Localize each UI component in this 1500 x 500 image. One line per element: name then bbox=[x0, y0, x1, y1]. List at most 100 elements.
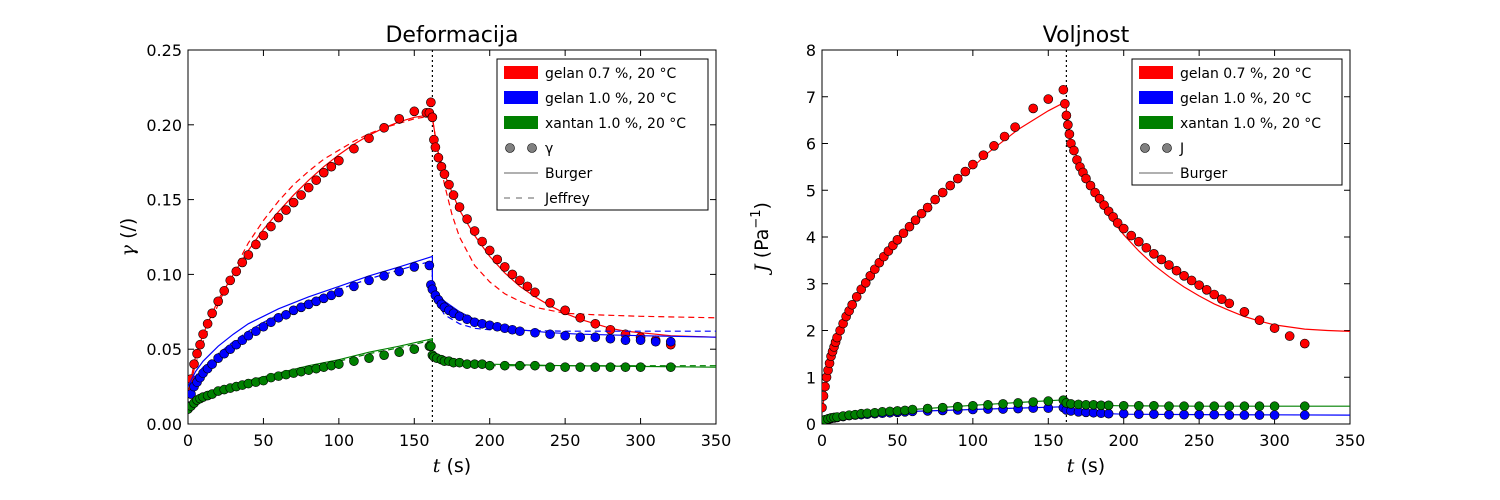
series-0-point bbox=[1149, 249, 1159, 259]
series-0-point bbox=[1224, 298, 1235, 309]
y-tick-label: 0.05 bbox=[146, 340, 182, 359]
series-0-point bbox=[952, 173, 963, 184]
series-1-point bbox=[1164, 409, 1174, 420]
y-axis-unit-exponent: −1 bbox=[749, 209, 764, 228]
series-0-point bbox=[439, 169, 450, 179]
series-0-point bbox=[1201, 285, 1212, 295]
series-0-point bbox=[219, 286, 230, 296]
legend-color-swatch bbox=[504, 91, 538, 104]
series-0-point bbox=[1094, 193, 1105, 204]
series-1-point bbox=[635, 335, 646, 346]
series-0-point bbox=[492, 254, 503, 265]
series-0-point bbox=[1284, 331, 1295, 341]
legend-label: gelan 0.7 %, 20 °C bbox=[545, 66, 676, 82]
series-2-point bbox=[635, 362, 646, 372]
series-1-point bbox=[530, 327, 540, 338]
series-0-point bbox=[916, 208, 927, 219]
legend-marker bbox=[505, 143, 515, 153]
x-axis-unit: (s) bbox=[440, 455, 471, 477]
x-axis-symbol: t bbox=[433, 455, 441, 477]
series-0-point bbox=[1043, 94, 1054, 104]
legend-color-swatch bbox=[1139, 91, 1173, 104]
series-0-point bbox=[1194, 280, 1204, 290]
series-0-jeffrey-fit bbox=[188, 115, 716, 395]
series-2-point bbox=[1149, 400, 1159, 411]
y-axis-symbol: γ bbox=[117, 244, 139, 256]
legend-marker bbox=[527, 143, 537, 153]
deformation-chart: Deformacija 0 50 100 150 200 250 300 350 0.00 0.05… bbox=[117, 23, 731, 477]
series-0-point bbox=[1118, 223, 1129, 234]
series-0-point bbox=[1134, 236, 1144, 247]
series-0-point bbox=[1060, 98, 1070, 109]
x-tick-label: 250 bbox=[550, 431, 581, 450]
series-0-point bbox=[515, 275, 525, 286]
series-1-burger-fit bbox=[188, 255, 716, 387]
x-tick-label: 50 bbox=[887, 431, 907, 450]
series-0-point bbox=[1010, 122, 1020, 132]
series-0-point bbox=[462, 214, 472, 224]
series-0-point bbox=[499, 262, 510, 272]
series-0-point bbox=[202, 318, 213, 329]
series-0-point bbox=[433, 152, 444, 163]
series-0-point bbox=[1126, 230, 1137, 241]
legend-label: xantan 1.0 %, 20 °C bbox=[1180, 116, 1321, 132]
series-2-point bbox=[665, 362, 676, 372]
legend-label: gelan 1.0 %, 20 °C bbox=[545, 91, 676, 107]
series-0-point bbox=[1269, 323, 1280, 333]
series-1-point bbox=[364, 275, 374, 286]
series-0-point bbox=[427, 112, 438, 123]
series-0-point bbox=[910, 215, 921, 225]
series-2-point bbox=[1043, 396, 1054, 406]
series-1-point bbox=[620, 335, 631, 346]
series-0-point bbox=[1209, 289, 1220, 300]
series-1-point bbox=[424, 260, 435, 271]
legend-label: Burger bbox=[545, 166, 592, 182]
legend-color-swatch bbox=[504, 66, 538, 79]
series-1-point bbox=[334, 287, 344, 298]
series-0-point bbox=[349, 143, 359, 154]
series-0-point bbox=[266, 221, 276, 232]
series-0-point bbox=[1058, 84, 1069, 95]
series-2-point bbox=[379, 350, 389, 360]
series-0-point bbox=[288, 197, 299, 208]
series-2-point bbox=[1209, 401, 1220, 412]
series-0-point bbox=[522, 281, 533, 292]
series-0-point bbox=[1171, 265, 1182, 276]
series-0-point bbox=[454, 202, 465, 212]
series-1-point bbox=[281, 309, 291, 320]
series-0-point bbox=[869, 264, 880, 275]
y-axis-unit: (/) bbox=[117, 218, 139, 245]
series-1-point bbox=[575, 332, 586, 343]
series-2-point bbox=[515, 360, 525, 371]
series-0-point bbox=[865, 271, 876, 281]
series-0-point bbox=[822, 381, 830, 392]
series-1-point bbox=[1194, 409, 1204, 420]
series-0-point bbox=[198, 329, 208, 340]
series-0-point bbox=[1164, 260, 1174, 270]
series-0-point bbox=[898, 228, 909, 239]
series-0-point bbox=[189, 359, 199, 369]
y-tick-label: 6 bbox=[806, 135, 816, 154]
x-tick-label: 350 bbox=[701, 431, 732, 450]
compliance-chart: Voljnost 0 50 100 150 200 250 300 350 0 1 2 3 4 5 6 7 8 t … bbox=[749, 23, 1365, 477]
series-1-point bbox=[409, 262, 420, 272]
series-0-point bbox=[1254, 315, 1265, 326]
series-2-point bbox=[952, 401, 963, 412]
y-axis-unit: (Pa bbox=[751, 229, 773, 265]
series-0-point bbox=[195, 339, 205, 350]
series-0-point bbox=[1085, 180, 1096, 191]
legend-label: gelan 0.7 %, 20 °C bbox=[1180, 66, 1311, 82]
x-tick-label: 0 bbox=[817, 431, 827, 450]
legend-marker bbox=[1162, 143, 1172, 153]
series-0-point bbox=[273, 212, 284, 223]
series-2-point bbox=[394, 347, 405, 357]
series-0-point bbox=[930, 194, 940, 205]
x-tick-label: 100 bbox=[324, 431, 355, 450]
y-axis-symbol: J bbox=[751, 263, 773, 276]
series-1-point bbox=[1239, 410, 1250, 420]
series-1-point bbox=[251, 326, 261, 337]
series-2-point bbox=[1103, 400, 1114, 411]
series-0-point bbox=[1081, 173, 1091, 184]
legend-label: J bbox=[1179, 141, 1184, 157]
series-1-point bbox=[1179, 409, 1189, 420]
